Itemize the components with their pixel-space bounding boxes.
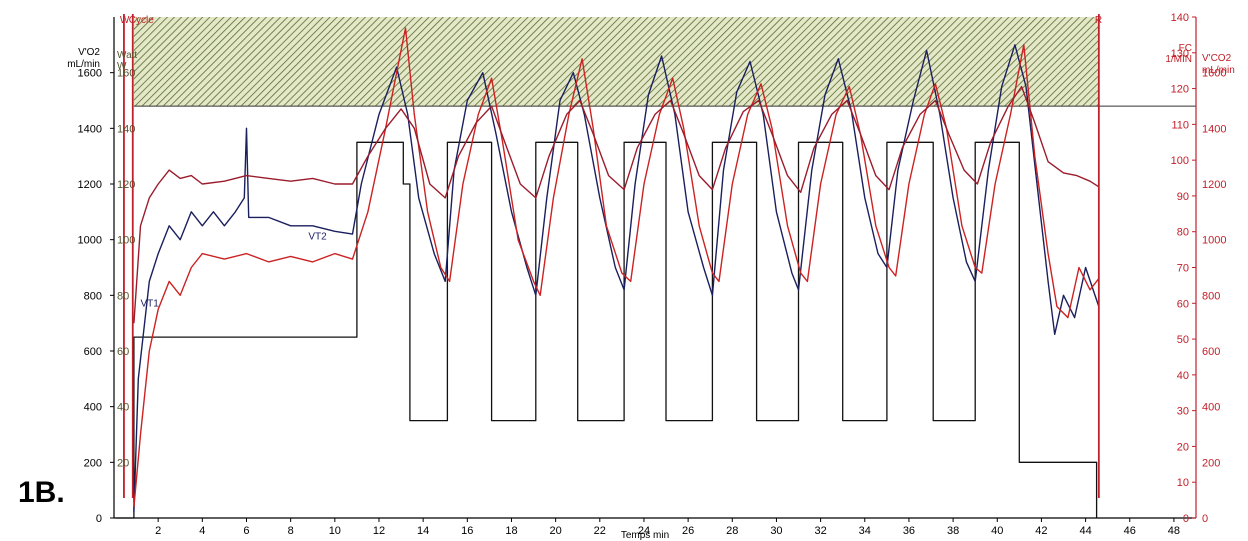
x-tick-label: 44 (1079, 525, 1091, 537)
x-tick-label: 48 (1168, 525, 1180, 537)
x-tick-label: 4 (199, 525, 205, 537)
watt-tick-label: 80 (117, 290, 129, 302)
fc-tick-label: 10 (1177, 477, 1189, 489)
fc-tick-label: 0 (1183, 513, 1189, 525)
x-tick-label: 40 (991, 525, 1003, 537)
marker-label: R (1095, 15, 1102, 26)
x-tick-label: 22 (594, 525, 606, 537)
vo2-axis-title-line1: V'O2 (78, 47, 100, 58)
x-tick-label: 18 (505, 525, 517, 537)
x-tick-label: 26 (682, 525, 694, 537)
panel-label: 1B. (18, 476, 65, 509)
fc-axis-title-line1: FC (1179, 43, 1192, 54)
annotation-label: VT1 (140, 298, 159, 309)
x-tick-label: 28 (726, 525, 738, 537)
vo2-tick-label: 800 (84, 290, 102, 302)
x-tick-label: 32 (814, 525, 826, 537)
x-tick-label: 10 (329, 525, 341, 537)
x-tick-label: 8 (288, 525, 294, 537)
vo2-tick-label: 0 (96, 513, 102, 525)
vo2-tick-label: 1000 (78, 235, 102, 247)
x-tick-label: 2 (155, 525, 161, 537)
marker-layer: W Cycle R (120, 14, 1102, 498)
x-tick-label: 16 (461, 525, 473, 537)
vo2-axis-title-line2: mL/min (67, 59, 100, 70)
x-tick-label: 36 (903, 525, 915, 537)
fc-tick-label: 50 (1177, 334, 1189, 346)
watt-tick-label: 120 (117, 179, 135, 191)
watt-axis-title-line1: Watt (117, 50, 137, 61)
watt-tick-label: 140 (117, 123, 135, 135)
fc-tick-label: 100 (1171, 155, 1189, 167)
marker-label: Cycle (129, 15, 154, 26)
x-tick-label: 34 (859, 525, 871, 537)
x-tick-label: 6 (243, 525, 249, 537)
fc-tick-label: 70 (1177, 263, 1189, 275)
x-tick-label: 20 (550, 525, 562, 537)
fc-tick-label: 130 (1171, 48, 1189, 60)
fc-tick-label: 80 (1177, 227, 1189, 239)
vo2-tick-label: 1200 (78, 179, 102, 191)
watt-tick-label: 160 (117, 68, 135, 80)
series-layer (116, 27, 1100, 519)
fc-tick-label: 90 (1177, 191, 1189, 203)
series-line-watt (116, 141, 1098, 519)
vco2-tick-label: 0 (1202, 513, 1208, 525)
vo2-tick-label: 1400 (78, 123, 102, 135)
series-line-v-co2 (133, 27, 1100, 507)
x-tick-label: 30 (770, 525, 782, 537)
vco2-tick-label: 1600 (1202, 68, 1226, 80)
fc-tick-label: 60 (1177, 298, 1189, 310)
x-tick-label: 24 (638, 525, 650, 537)
vco2-tick-label: 1000 (1202, 235, 1226, 247)
fc-tick-label: 20 (1177, 441, 1189, 453)
x-axis-title: Temps min (621, 530, 669, 541)
hatched-zone (133, 17, 1099, 107)
series-line-fc (133, 85, 1100, 324)
vco2-tick-label: 200 (1202, 457, 1220, 469)
vco2-tick-label: 400 (1202, 402, 1220, 414)
x-tick-label: 46 (1124, 525, 1136, 537)
watt-tick-label: 60 (117, 346, 129, 358)
vco2-axis-title-line2: mL/min (1202, 65, 1235, 76)
vco2-tick-label: 1400 (1202, 123, 1226, 135)
watt-tick-label: 40 (117, 402, 129, 414)
x-tick-label: 14 (417, 525, 429, 537)
annotation-label: VT2 (308, 232, 327, 243)
fc-axis-title-line2: 1/MIN (1165, 54, 1192, 65)
vo2-tick-label: 600 (84, 346, 102, 358)
hatched-zone-layer (133, 17, 1196, 107)
x-tick-label: 38 (947, 525, 959, 537)
fc-tick-label: 120 (1171, 84, 1189, 96)
watt-axis-title-line2: W (117, 61, 127, 72)
vo2-tick-label: 1600 (78, 68, 102, 80)
vco2-tick-label: 1200 (1202, 179, 1226, 191)
x-tick-label: 42 (1035, 525, 1047, 537)
marker-label: W (120, 15, 130, 26)
vco2-tick-label: 800 (1202, 290, 1220, 302)
x-tick-label: 12 (373, 525, 385, 537)
series-line-v-o2 (133, 44, 1100, 513)
fc-tick-label: 110 (1171, 119, 1189, 131)
fc-tick-label: 30 (1177, 406, 1189, 418)
vo2-tick-label: 200 (84, 457, 102, 469)
vco2-tick-label: 600 (1202, 346, 1220, 358)
watt-tick-label: 20 (117, 457, 129, 469)
watt-tick-label: 100 (117, 235, 135, 247)
vco2-axis-title-line1: V'CO2 (1202, 53, 1232, 64)
fc-tick-label: 140 (1171, 12, 1189, 24)
fc-tick-label: 40 (1177, 370, 1189, 382)
tick-layer: 2 4 6 8 10 12 14 16 18 20 22 24 26 28 30 32 34 36 38 40 42 44… (78, 12, 1227, 537)
vo2-tick-label: 400 (84, 402, 102, 414)
